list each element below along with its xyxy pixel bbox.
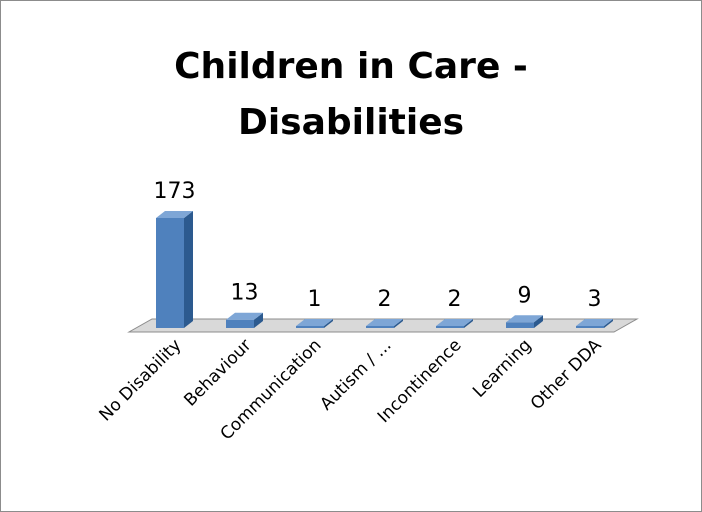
- x-tick-label-1: Behaviour: [180, 335, 255, 410]
- chart-title: Children in Care - Disabilities: [101, 39, 601, 151]
- bar-2: [296, 319, 333, 328]
- data-label-1: 13: [231, 281, 259, 306]
- chart-title-line-2: Disabilities: [237, 102, 465, 143]
- bar-side-1: [254, 312, 263, 328]
- x-tick-label-6: Other DDA: [527, 335, 606, 414]
- bar-side-6: [604, 319, 613, 328]
- bar-front-6: [576, 326, 604, 328]
- data-label-0: 173: [154, 179, 196, 204]
- data-label-4: 2: [448, 287, 462, 312]
- bar-side-5: [534, 315, 543, 328]
- bar-front-1: [226, 319, 254, 328]
- x-tick-label-5: Learning: [469, 335, 535, 401]
- bar-top-0: [156, 211, 193, 218]
- bar-top-5: [506, 315, 543, 323]
- data-label-3: 2: [378, 287, 392, 312]
- x-tick-label-0: No Disability: [96, 335, 186, 425]
- bar-front-5: [506, 322, 534, 328]
- bar-top-4: [436, 319, 473, 326]
- bar-4: [436, 319, 473, 328]
- bar-top-6: [576, 319, 613, 326]
- chart-title-line-1: Children in Care -: [174, 46, 528, 87]
- bar-front-4: [436, 326, 464, 328]
- bar-0: [156, 211, 193, 328]
- bar-side-3: [394, 319, 403, 328]
- bar-top-2: [296, 319, 333, 326]
- bar-front-3: [366, 326, 394, 328]
- bar-top-3: [366, 319, 403, 326]
- bar-side-4: [464, 319, 473, 328]
- bar-1: [226, 312, 263, 328]
- data-label-6: 3: [588, 287, 602, 312]
- bar-6: [576, 319, 613, 328]
- data-label-5: 9: [518, 283, 532, 308]
- bar-3: [366, 319, 403, 328]
- bar-side-2: [324, 319, 333, 328]
- bar-side-0: [184, 211, 193, 328]
- data-label-2: 1: [308, 287, 322, 312]
- bar-front-0: [156, 218, 184, 328]
- bar-5: [506, 315, 543, 328]
- bar-top-1: [226, 312, 263, 320]
- bar-front-2: [296, 326, 324, 328]
